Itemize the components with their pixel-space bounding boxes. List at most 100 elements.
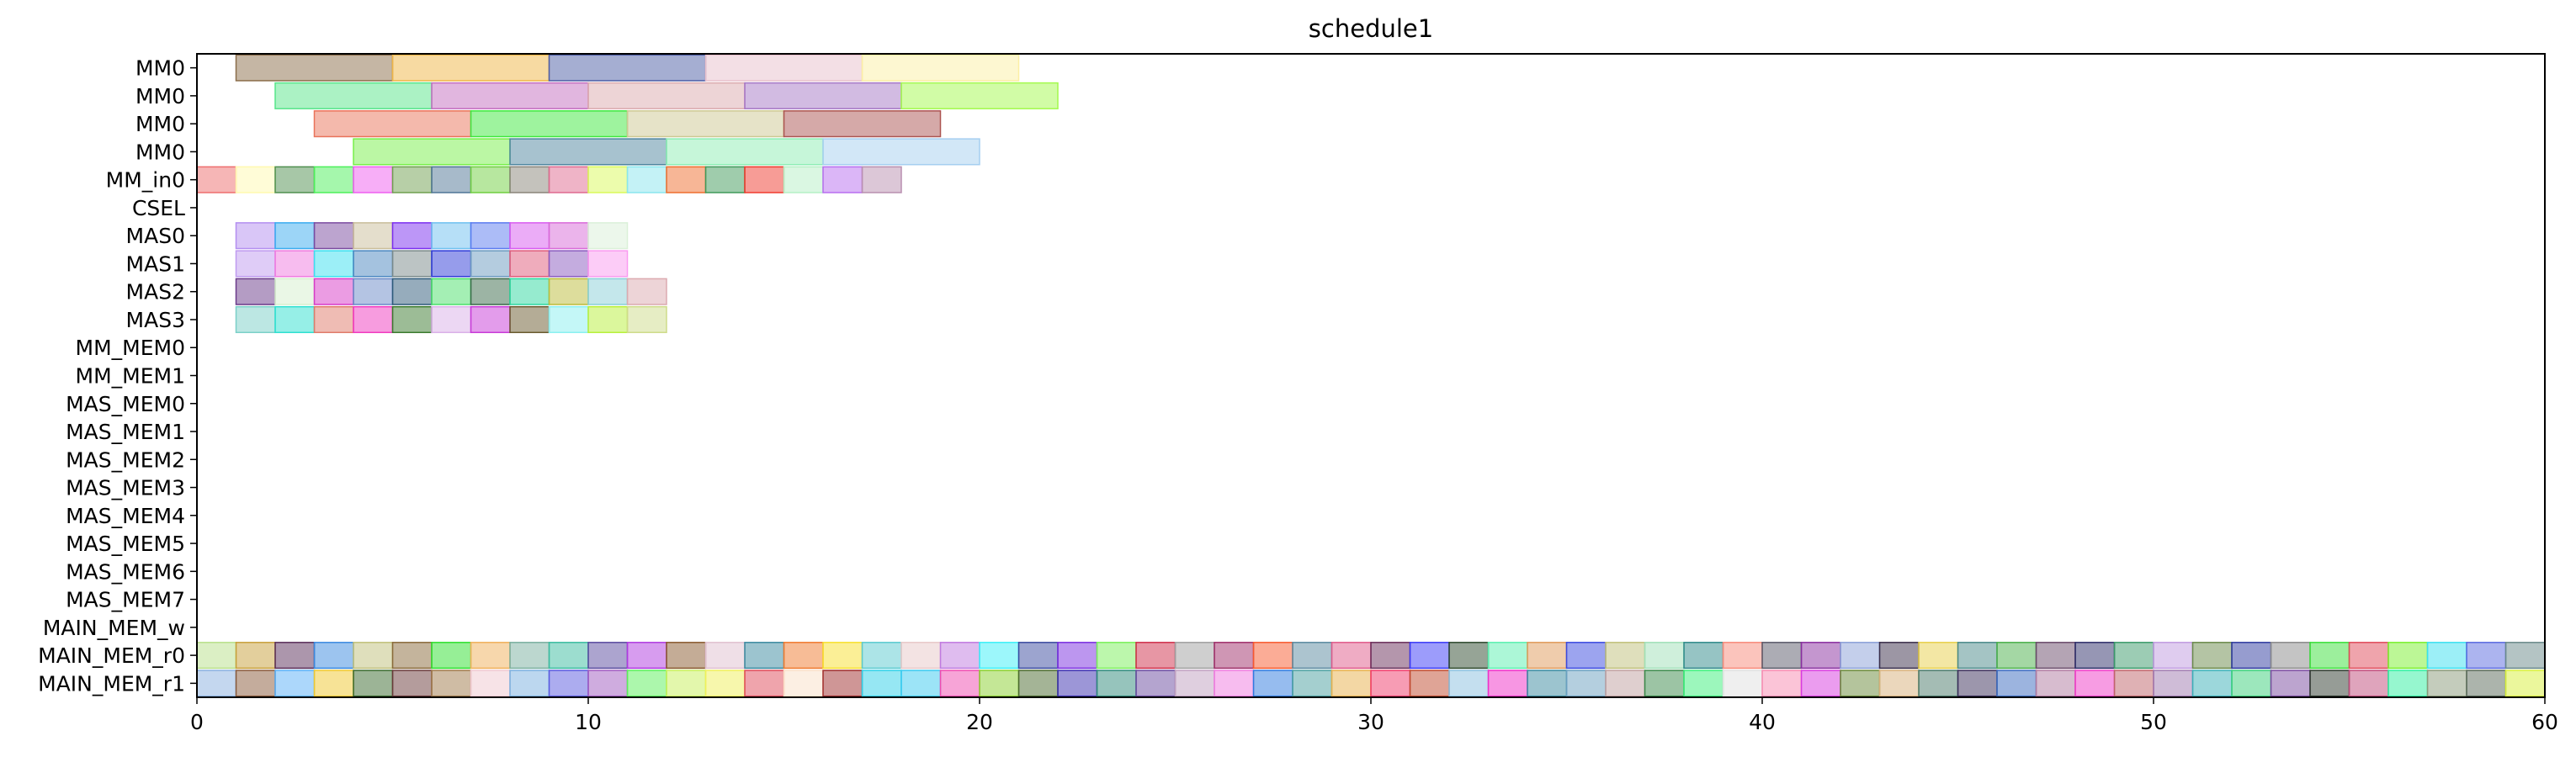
bar-MAIN_MEM_r1-51 — [2191, 670, 2233, 697]
bar-MM_in0-13 — [704, 166, 746, 193]
y-tick-label: MAS0 — [126, 224, 185, 248]
y-tick-label: MM0 — [135, 56, 185, 81]
bar-MAIN_MEM_r1-11 — [626, 670, 667, 697]
bar-MM0-14 — [744, 82, 902, 109]
bar-MM0-3 — [313, 110, 472, 138]
bar-MM_in0-5 — [391, 166, 433, 193]
x-tick-label: 10 — [575, 710, 602, 734]
bar-MAIN_MEM_r0-41 — [1800, 642, 1841, 670]
bar-MAIN_MEM_r0-10 — [587, 642, 629, 670]
x-tick-label: 40 — [1749, 710, 1776, 734]
bar-MM_in0-1 — [235, 166, 276, 193]
chart-title: schedule1 — [1309, 14, 1433, 43]
bar-MM_in0-2 — [274, 166, 316, 193]
bars-layer — [197, 54, 2545, 697]
y-tick-label: MAS_MEM1 — [66, 420, 185, 444]
bar-MAIN_MEM_r0-14 — [744, 642, 785, 670]
bar-MAIN_MEM_r0-20 — [979, 642, 1020, 670]
bar-MAIN_MEM_r0-51 — [2191, 642, 2233, 670]
bar-MAS3-6 — [431, 305, 472, 334]
bar-MM_in0-14 — [744, 166, 785, 193]
bar-MAIN_MEM_r1-15 — [783, 670, 824, 697]
y-tick-label: MM_MEM0 — [76, 336, 185, 360]
bar-MAS1-1 — [235, 250, 276, 278]
bar-MAS3-5 — [391, 305, 433, 334]
bar-MAIN_MEM_r1-8 — [509, 670, 550, 697]
bar-MAS3-2 — [274, 305, 316, 334]
bar-MM_in0-3 — [313, 166, 354, 193]
x-tick-label: 30 — [1357, 710, 1384, 734]
bar-MM_in0-12 — [666, 166, 707, 193]
y-tick-label: CSEL — [132, 196, 185, 220]
bar-MAIN_MEM_r1-13 — [704, 670, 746, 697]
bar-MAIN_MEM_r0-29 — [1330, 642, 1372, 670]
x-tick-label: 0 — [190, 710, 204, 734]
x-tick-label: 50 — [2140, 710, 2167, 734]
y-tick-label: MAS1 — [126, 251, 185, 276]
bar-MAIN_MEM_r0-43 — [1878, 642, 1920, 670]
x-ticks: 0 10 20 30 40 50 60 — [190, 697, 2558, 734]
bar-MAS2-11 — [626, 278, 667, 305]
bar-MAS3-10 — [587, 305, 629, 334]
bar-MAIN_MEM_r1-7 — [470, 670, 511, 697]
bar-MAIN_MEM_r1-57 — [2426, 670, 2467, 697]
bar-MAS1-5 — [391, 250, 433, 278]
bar-MAS0-10 — [587, 222, 629, 250]
bar-MAS1-10 — [587, 250, 629, 278]
bar-MAIN_MEM_r0-50 — [2153, 642, 2194, 670]
bar-MM0-15 — [783, 110, 942, 138]
bar-MAS0-2 — [274, 222, 316, 250]
bar-MM0-13 — [704, 54, 863, 82]
bar-MAIN_MEM_r0-1 — [235, 642, 276, 670]
bar-MAS0-3 — [313, 222, 354, 250]
bar-MAS0-8 — [509, 222, 550, 250]
bar-MAIN_MEM_r1-48 — [2074, 670, 2116, 697]
bar-MAIN_MEM_r1-4 — [353, 670, 394, 697]
bar-MAS0-9 — [548, 222, 589, 250]
bar-MAS1-3 — [313, 250, 354, 278]
bar-MAIN_MEM_r0-56 — [2387, 642, 2429, 670]
y-tick-label: MM_in0 — [106, 168, 185, 193]
bar-MM_in0-4 — [353, 166, 394, 193]
bar-MAIN_MEM_r1-21 — [1017, 670, 1059, 697]
x-tick-label: 60 — [2531, 710, 2558, 734]
bar-MAS0-6 — [431, 222, 472, 250]
bar-MAS2-1 — [235, 278, 276, 305]
bar-MAIN_MEM_r1-2 — [274, 670, 316, 697]
bar-MAIN_MEM_r1-49 — [2113, 670, 2154, 697]
bar-MAS1-7 — [470, 250, 511, 278]
bar-MAS2-5 — [391, 278, 433, 305]
y-tick-label: MAS_MEM0 — [66, 392, 185, 416]
bar-MM0-1 — [235, 54, 394, 82]
bar-MAIN_MEM_r0-36 — [1605, 642, 1646, 670]
bar-MAIN_MEM_r0-11 — [626, 642, 667, 670]
bar-MAS0-5 — [391, 222, 433, 250]
bar-MAS1-9 — [548, 250, 589, 278]
bar-MAIN_MEM_r1-39 — [1722, 670, 1763, 697]
bar-MAIN_MEM_r0-21 — [1017, 642, 1059, 670]
bar-MM0-4 — [353, 138, 511, 166]
bar-MAIN_MEM_r0-57 — [2426, 642, 2467, 670]
bar-MAIN_MEM_r1-30 — [1370, 670, 1411, 697]
bar-MAIN_MEM_r0-25 — [1174, 642, 1215, 670]
bar-MM_in0-0 — [197, 166, 237, 193]
bar-MAS2-7 — [470, 278, 511, 305]
plot-frame — [196, 53, 2546, 698]
bar-MAS3-11 — [626, 305, 667, 334]
bar-MAIN_MEM_r0-35 — [1565, 642, 1607, 670]
bar-MAIN_MEM_r1-3 — [313, 670, 354, 697]
bar-MAIN_MEM_r0-24 — [1135, 642, 1176, 670]
bar-MAS2-9 — [548, 278, 589, 305]
bar-MAIN_MEM_r1-47 — [2035, 670, 2076, 697]
bar-MAIN_MEM_r1-55 — [2348, 670, 2389, 697]
bar-MAIN_MEM_r0-44 — [1918, 642, 1959, 670]
bar-MAIN_MEM_r0-5 — [391, 642, 433, 670]
bar-MAIN_MEM_r0-31 — [1409, 642, 1450, 670]
y-tick-label: MAS3 — [126, 308, 185, 332]
bar-MAIN_MEM_r1-26 — [1214, 670, 1255, 697]
bar-MAIN_MEM_r1-41 — [1800, 670, 1841, 697]
bar-MM0-8 — [509, 138, 667, 166]
bar-MAIN_MEM_r0-47 — [2035, 642, 2076, 670]
bar-MAIN_MEM_r1-46 — [1996, 670, 2037, 697]
bar-MM_in0-16 — [822, 166, 863, 193]
